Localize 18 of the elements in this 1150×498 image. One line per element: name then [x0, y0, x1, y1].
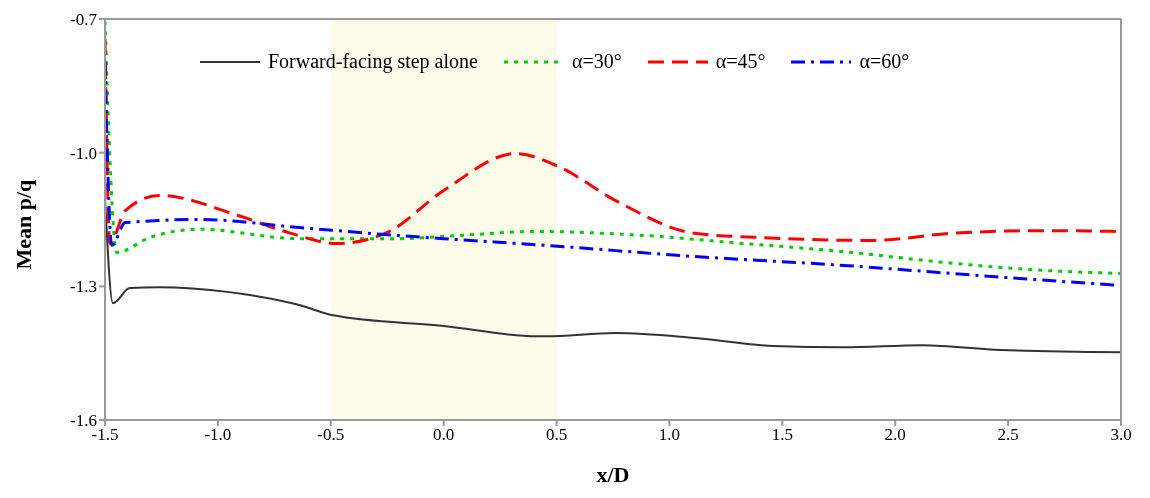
legend-label: α=60°: [859, 50, 910, 73]
x-tick-label: -1.0: [204, 425, 232, 445]
x-tick-label: 3.0: [1110, 425, 1132, 445]
y-tick-label: -1.0: [70, 143, 97, 163]
y-tick-label: -0.7: [70, 10, 98, 30]
legend-label: α=30°: [571, 50, 622, 73]
x-tick-label: 0.5: [545, 425, 568, 445]
legend-label: Forward-facing step alone: [268, 50, 478, 73]
y-tick-label: -1.3: [70, 277, 97, 297]
x-tick-label: -0.5: [317, 425, 345, 445]
legend-label: α=45°: [715, 50, 766, 73]
x-axis-title: x/D: [596, 462, 630, 487]
x-tick-label: 2.0: [884, 425, 906, 445]
x-tick-label: 2.5: [997, 425, 1019, 445]
x-tick-label: 0.0: [433, 425, 455, 445]
x-tick-label: 1.0: [658, 425, 681, 445]
y-axis-title: Mean p/q: [10, 178, 36, 270]
x-tick-label: 1.5: [771, 425, 793, 445]
